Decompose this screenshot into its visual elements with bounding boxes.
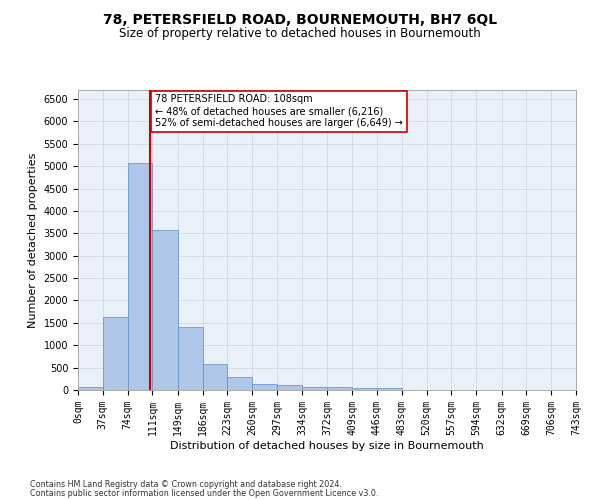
Bar [252, 384, 277, 390]
Text: Contains HM Land Registry data © Crown copyright and database right 2024.: Contains HM Land Registry data © Crown c… [30, 480, 342, 489]
Bar [352, 388, 377, 390]
Bar [203, 364, 227, 390]
Bar [152, 230, 178, 390]
Bar [103, 317, 128, 390]
Bar [128, 162, 152, 390]
Text: 78 PETERSFIELD ROAD: 108sqm
← 48% of detached houses are smaller (6,216)
52% of : 78 PETERSFIELD ROAD: 108sqm ← 48% of det… [155, 94, 403, 128]
Bar [78, 386, 103, 390]
Bar [277, 385, 302, 390]
Bar [178, 327, 203, 390]
Y-axis label: Number of detached properties: Number of detached properties [28, 152, 38, 328]
Text: Contains public sector information licensed under the Open Government Licence v3: Contains public sector information licen… [30, 488, 379, 498]
Bar [227, 377, 252, 390]
Bar [302, 386, 328, 390]
Text: 78, PETERSFIELD ROAD, BOURNEMOUTH, BH7 6QL: 78, PETERSFIELD ROAD, BOURNEMOUTH, BH7 6… [103, 12, 497, 26]
Bar [377, 388, 402, 390]
Bar [328, 388, 352, 390]
X-axis label: Distribution of detached houses by size in Bournemouth: Distribution of detached houses by size … [170, 440, 484, 450]
Text: Size of property relative to detached houses in Bournemouth: Size of property relative to detached ho… [119, 28, 481, 40]
